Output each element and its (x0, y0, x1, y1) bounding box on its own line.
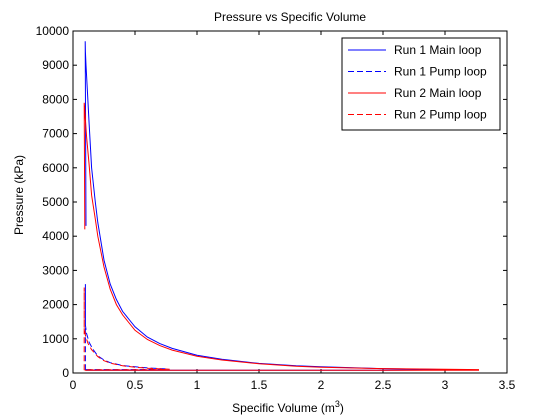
chart-title: Pressure vs Specific Volume (214, 10, 366, 24)
y-tick-label: 0 (62, 366, 69, 380)
y-tick-label: 7000 (42, 127, 69, 141)
x-axis-title: Specific Volume (m3) (232, 399, 344, 415)
y-tick-label: 1000 (42, 332, 69, 346)
x-tick-label: 2 (318, 378, 325, 392)
x-axis-title-superscript: 3 (335, 399, 340, 409)
x-tick-label: 0 (70, 378, 77, 392)
y-tick-label: 10000 (36, 24, 70, 38)
legend-label-1: Run 1 Main loop (394, 43, 482, 57)
x-axis-title-tail: ) (340, 401, 344, 415)
legend-label-3: Run 2 Main loop (394, 86, 482, 100)
x-tick-label: 3.5 (499, 378, 516, 392)
series-line-4 (83, 287, 170, 371)
x-tick-label: 2.5 (375, 378, 392, 392)
y-tick-label: 4000 (42, 229, 69, 243)
legend-label-2: Run 1 Pump loop (394, 65, 487, 79)
y-tick-label: 5000 (42, 195, 69, 209)
y-tick-label: 6000 (42, 161, 69, 175)
y-tick-label: 8000 (42, 92, 69, 106)
x-tick-label: 1 (194, 378, 201, 392)
x-axis-title-main: Specific Volume (m (232, 401, 335, 415)
x-tick-label: 0.5 (127, 378, 144, 392)
legend: Run 1 Main loop Run 1 Pump loop Run 2 Main… (341, 37, 501, 131)
y-axis-title: Pressure (kPa) (12, 155, 26, 235)
x-tick-label: 3 (442, 378, 449, 392)
x-tick-label: 1.5 (251, 378, 268, 392)
y-tick-label: 9000 (42, 58, 69, 72)
y-tick-label: 3000 (42, 263, 69, 277)
legend-label-4: Run 2 Pump loop (394, 108, 487, 122)
y-tick-label: 2000 (42, 298, 69, 312)
